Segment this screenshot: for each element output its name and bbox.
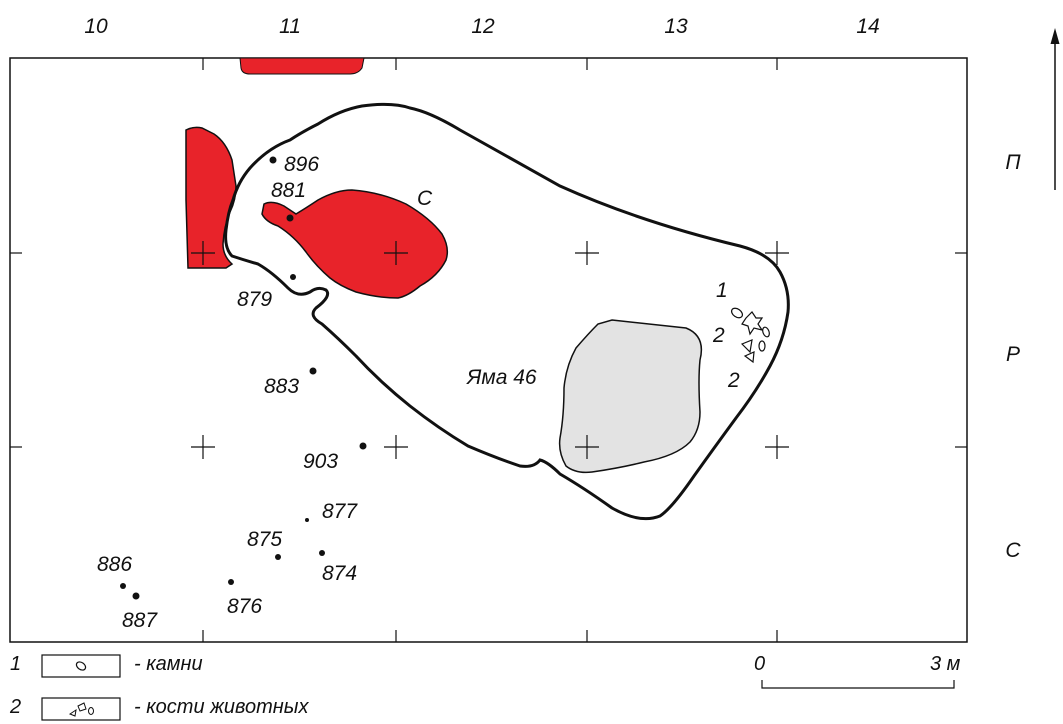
marker-label-1: 1 [716, 279, 728, 302]
find-label-875: 875 [247, 528, 282, 551]
find-label-886: 886 [97, 553, 132, 576]
bone-icon [762, 326, 770, 338]
column-label-14: 14 [856, 15, 879, 38]
legend-text-bones: - кости животных [134, 696, 310, 718]
pit-label: Яма 46 [466, 366, 537, 389]
find-label-896: 896 [284, 153, 319, 176]
find-label-881: 881 [271, 179, 306, 202]
find-point-877 [305, 518, 309, 522]
column-label-11: 11 [279, 15, 301, 38]
stone-icon [730, 307, 744, 319]
legend-text-stones: - камни [134, 653, 203, 675]
pit-46 [558, 319, 703, 474]
find-point-881 [286, 214, 294, 222]
bone-icon [740, 339, 753, 354]
bone-icon [758, 340, 766, 352]
find-label-903: 903 [303, 450, 338, 473]
find-point-876 [228, 579, 234, 585]
find-point-903 [359, 442, 367, 450]
column-label-10: 10 [84, 15, 108, 38]
stones-and-bones-cluster [730, 307, 770, 364]
find-point-875 [275, 554, 281, 560]
find-label-887: 887 [122, 609, 158, 632]
hearth-top-fragment [239, 57, 365, 75]
find-point-879 [290, 274, 296, 280]
find-label-879: 879 [237, 288, 272, 311]
find-point-886 [120, 583, 126, 589]
north-arrow-icon [1050, 28, 1060, 190]
find-label-877: 877 [322, 500, 358, 523]
hearth-left [185, 126, 237, 269]
find-point-896 [269, 156, 277, 164]
legend: 1 - камни 2 - кости животных [9, 653, 310, 721]
find-points [120, 156, 367, 600]
legend-number-1: 1 [10, 653, 21, 675]
find-label-883: 883 [264, 375, 299, 398]
legend-number-2: 2 [9, 696, 21, 718]
scale-bar: 0 3 м [754, 653, 961, 689]
grid-crosses [191, 241, 789, 459]
bone-icon [741, 311, 764, 336]
find-label-874: 874 [322, 562, 357, 585]
bone-icon [743, 351, 755, 364]
dwelling-outline [224, 102, 790, 521]
column-label-12: 12 [471, 15, 495, 38]
find-point-883 [309, 367, 317, 375]
scale-end-label: 3 м [930, 653, 961, 675]
hearth-central [261, 189, 449, 299]
scale-start-label: 0 [754, 653, 765, 675]
find-point-874 [319, 550, 325, 556]
grid-edge-ticks [10, 58, 967, 642]
stone-icon [75, 661, 87, 671]
column-label-13: 13 [664, 15, 688, 38]
marker-label-2b: 2 [727, 369, 740, 392]
marker-label-2a: 2 [712, 324, 725, 347]
find-label-876: 876 [227, 595, 262, 618]
row-label-p: П [1005, 151, 1021, 174]
row-label-r: Р [1006, 343, 1020, 366]
hearth-label: С [417, 187, 433, 210]
map-frame [9, 57, 968, 643]
bone-icon [68, 702, 94, 717]
row-label-s: С [1005, 539, 1021, 562]
find-point-887 [132, 592, 140, 600]
